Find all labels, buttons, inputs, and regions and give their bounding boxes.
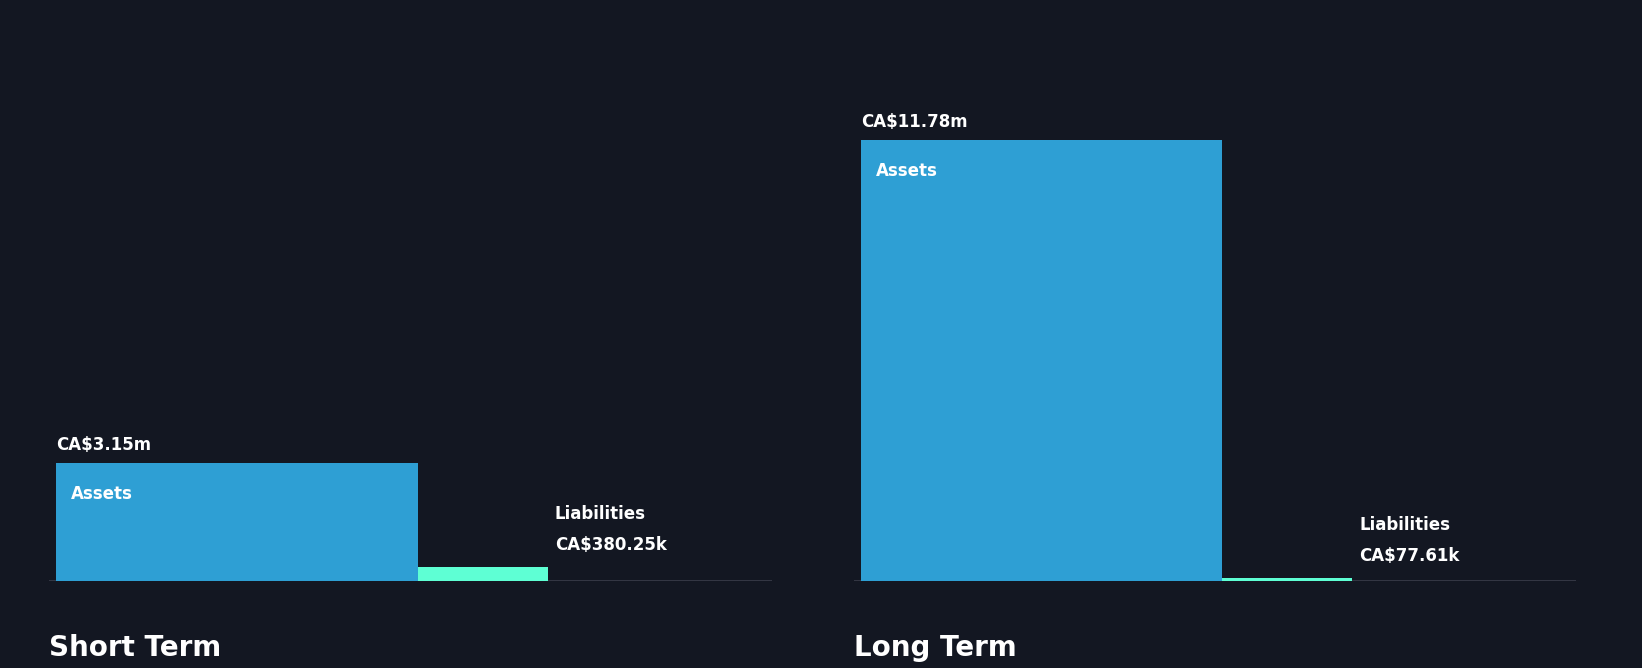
Text: Liabilities: Liabilities (1360, 516, 1450, 534)
Text: CA$11.78m: CA$11.78m (860, 113, 967, 131)
Text: CA$3.15m: CA$3.15m (56, 436, 151, 454)
Bar (860, 140, 1222, 581)
Bar (417, 567, 548, 581)
Text: CA$77.61k: CA$77.61k (1360, 547, 1460, 565)
Text: CA$380.25k: CA$380.25k (555, 536, 667, 554)
Text: Long Term: Long Term (854, 634, 1016, 662)
Text: Assets: Assets (875, 162, 938, 180)
Text: Liabilities: Liabilities (555, 505, 645, 523)
Bar (1222, 578, 1353, 581)
Text: Short Term: Short Term (49, 634, 222, 662)
Text: Assets: Assets (71, 485, 133, 503)
Bar (56, 463, 417, 581)
